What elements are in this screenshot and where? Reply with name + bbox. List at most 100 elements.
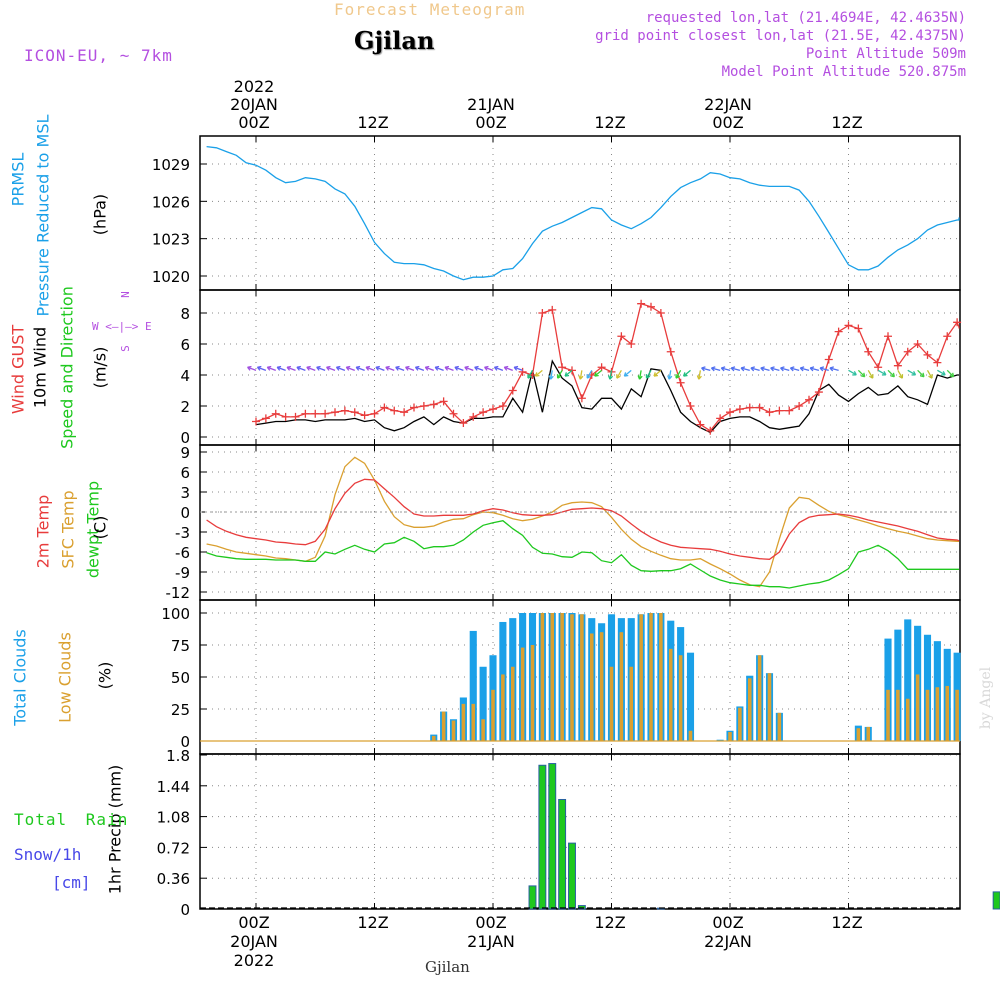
wind-arrow-head — [623, 372, 629, 377]
y-tick-label: -6 — [175, 544, 190, 562]
requested-coords: requested lon,lat (21.4694E, 42.4635N) — [645, 10, 966, 26]
wind-arrow-head — [829, 366, 834, 372]
rain-bar — [577, 905, 586, 910]
top-hour-tick: 12Z — [831, 113, 863, 132]
wind-arrow-head — [326, 365, 331, 371]
wind-arrow-head — [645, 374, 651, 379]
cloud-total-bar — [894, 629, 902, 741]
wind-direction-arrow — [267, 366, 276, 371]
wind-arrow-head — [667, 375, 673, 380]
wind-gust-marker — [597, 363, 606, 372]
wind-direction-arrow — [668, 370, 672, 380]
wind-arrow-head — [385, 365, 390, 371]
wind-gust-line — [255, 302, 960, 432]
wind-arrow-head — [513, 365, 519, 371]
wind-gust-marker — [281, 412, 290, 421]
wind-gust-marker — [686, 402, 695, 410]
wind-arrow-head — [898, 374, 904, 379]
wind-direction-arrow — [917, 369, 925, 378]
wind-gust-marker — [577, 394, 586, 403]
cloud-low-bar — [481, 719, 485, 741]
wind-gust-marker — [874, 363, 883, 372]
wind-gust-marker — [923, 350, 932, 359]
wind-arrow-head — [890, 372, 895, 378]
cloud-low-bar — [678, 655, 683, 741]
bottom-hour-tick: 12Z — [831, 913, 863, 932]
bottom-hour-tick: 00Z — [238, 913, 270, 932]
cloud-low-bar — [609, 666, 614, 741]
wind-gust-marker — [261, 414, 270, 423]
meteogram-subtitle: Forecast Meteogram — [334, 0, 526, 19]
bottom-hour-tick: 00Z — [712, 913, 744, 932]
wind-gust-marker — [795, 402, 804, 410]
rain-bar — [548, 763, 557, 910]
wind-arrow-head — [503, 365, 509, 371]
wind-arrow-head — [881, 371, 887, 376]
bottom-hour-tick: 12Z — [594, 913, 626, 932]
wind-direction-arrow — [760, 367, 770, 371]
wind-direction-arrow — [247, 366, 257, 371]
rain-bar — [992, 891, 1000, 910]
wind-arrow-head — [345, 365, 351, 371]
y-tick-label: -12 — [166, 584, 191, 602]
wind-direction-arrow — [513, 366, 523, 371]
wind-gust-marker — [913, 340, 922, 348]
point-altitude: Point Altitude 509m — [805, 46, 966, 62]
cloud-low-bar — [639, 614, 643, 741]
wind-direction-arrow — [385, 366, 395, 371]
wind-arrow-head — [730, 366, 736, 372]
wind-arrow-head — [799, 366, 805, 372]
wind-gust-marker — [321, 409, 330, 418]
wind-direction-arrow — [594, 369, 603, 377]
bottom-date-20jan: 20JAN — [230, 932, 278, 951]
wind-arrow-head — [306, 365, 311, 371]
cloud-total-bar — [716, 739, 724, 741]
wind-direction-arrow — [375, 366, 385, 371]
temp-dewpt-line — [206, 520, 959, 589]
wind-gust-marker — [479, 408, 488, 417]
y-tick-label: 6 — [180, 464, 190, 482]
cloud-low-bar — [659, 613, 663, 741]
wind-gust-marker — [953, 318, 962, 327]
wind-direction-arrow — [780, 367, 790, 371]
y-tick-label: -9 — [175, 564, 190, 582]
wind-gust-marker — [884, 332, 892, 341]
top-date-22jan: 22JAN — [704, 95, 752, 114]
wind-gust-marker — [745, 403, 754, 412]
wind-direction-arrow — [907, 369, 916, 376]
wind-direction-arrow — [355, 366, 365, 371]
wind-gust-marker — [834, 327, 843, 336]
cloud-low-bar — [896, 689, 900, 741]
wind-arrow-head — [484, 365, 489, 371]
compass-arrows: W <—|—> E — [92, 320, 152, 333]
wind-direction-arrow — [306, 366, 316, 371]
wind-gust-marker — [419, 402, 428, 410]
cloud-low-bar — [757, 655, 762, 741]
cloud-low-bar — [530, 645, 535, 741]
cloud-low-bar — [491, 689, 495, 741]
wind-gust-marker — [360, 411, 369, 420]
wind-arrow-head — [919, 372, 925, 378]
cloud-low-bar — [777, 712, 782, 741]
bottom-date-22jan: 22JAN — [704, 932, 752, 951]
y-tick-label: 3 — [180, 484, 190, 502]
wind-direction-arrow — [721, 367, 731, 371]
cloud-low-bar — [570, 614, 574, 741]
prmsl-line — [206, 145, 960, 281]
wind-arrow-head — [395, 365, 400, 371]
wind-arrow-head — [789, 366, 795, 372]
wind-arrow-head — [607, 375, 614, 380]
wind-arrow-head — [616, 374, 621, 379]
temp-2m-line — [206, 478, 960, 560]
wind-arrow-head — [276, 365, 282, 371]
cloud-low-bar — [599, 632, 604, 741]
wind-arrow-head — [770, 366, 775, 372]
y-tick-label: 0.36 — [157, 870, 190, 888]
precip-label-total-rain: Total Rain — [14, 810, 129, 829]
wind-direction-arrow — [616, 370, 622, 379]
wind-direction-arrow — [535, 369, 543, 377]
wind-arrow-head — [819, 366, 825, 372]
y-tick-label: 0 — [180, 901, 190, 919]
cloud-low-bar — [589, 633, 594, 741]
wind-10m-line — [255, 359, 959, 434]
